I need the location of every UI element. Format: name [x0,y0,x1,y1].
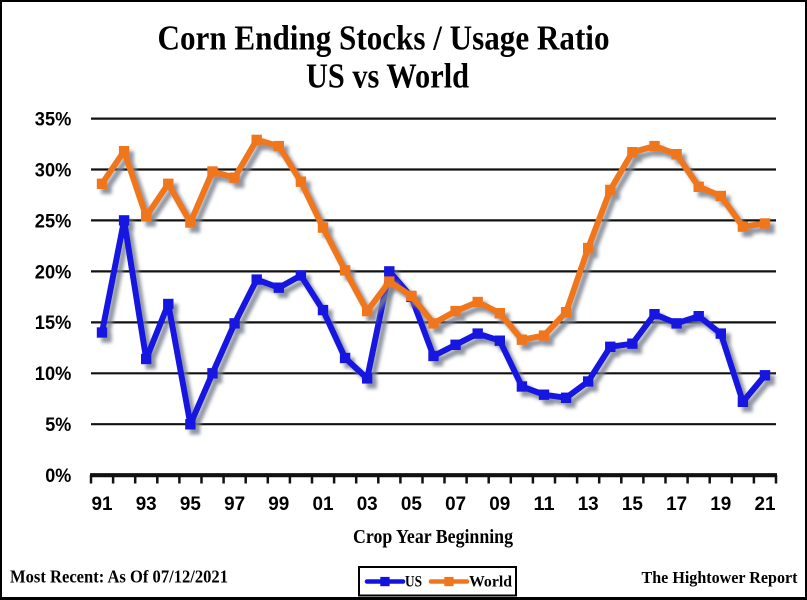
svg-text:10%: 10% [35,363,72,385]
svg-text:The Hightower Report: The Hightower Report [642,568,798,587]
svg-text:11: 11 [534,493,555,515]
svg-text:19: 19 [710,493,731,515]
svg-text:Most Recent: As Of 07/12/2021: Most Recent: As Of 07/12/2021 [10,566,228,586]
svg-text:17: 17 [666,493,687,515]
svg-text:5%: 5% [45,414,71,436]
svg-text:97: 97 [224,493,245,515]
svg-text:07: 07 [445,493,466,515]
svg-text:US: US [405,573,422,590]
svg-text:World: World [469,573,512,590]
svg-text:99: 99 [268,493,289,515]
svg-text:91: 91 [92,493,113,515]
svg-text:Corn Ending Stocks / Usage Rat: Corn Ending Stocks / Usage Ratio [158,19,610,58]
svg-text:25%: 25% [35,210,72,232]
svg-text:03: 03 [357,493,378,515]
svg-text:95: 95 [180,493,201,515]
svg-text:30%: 30% [35,159,72,181]
svg-text:21: 21 [755,493,776,515]
svg-text:15: 15 [622,493,643,515]
svg-text:15%: 15% [35,312,72,334]
svg-text:09: 09 [489,493,510,515]
svg-text:35%: 35% [35,109,72,131]
svg-text:0%: 0% [45,465,71,487]
svg-text:01: 01 [313,493,334,515]
svg-text:Crop Year Beginning: Crop Year Beginning [353,526,513,548]
svg-text:93: 93 [136,493,157,515]
svg-text:13: 13 [578,493,599,515]
svg-text:05: 05 [401,493,422,515]
svg-text:20%: 20% [35,261,72,283]
svg-text:US vs World: US vs World [306,57,469,96]
